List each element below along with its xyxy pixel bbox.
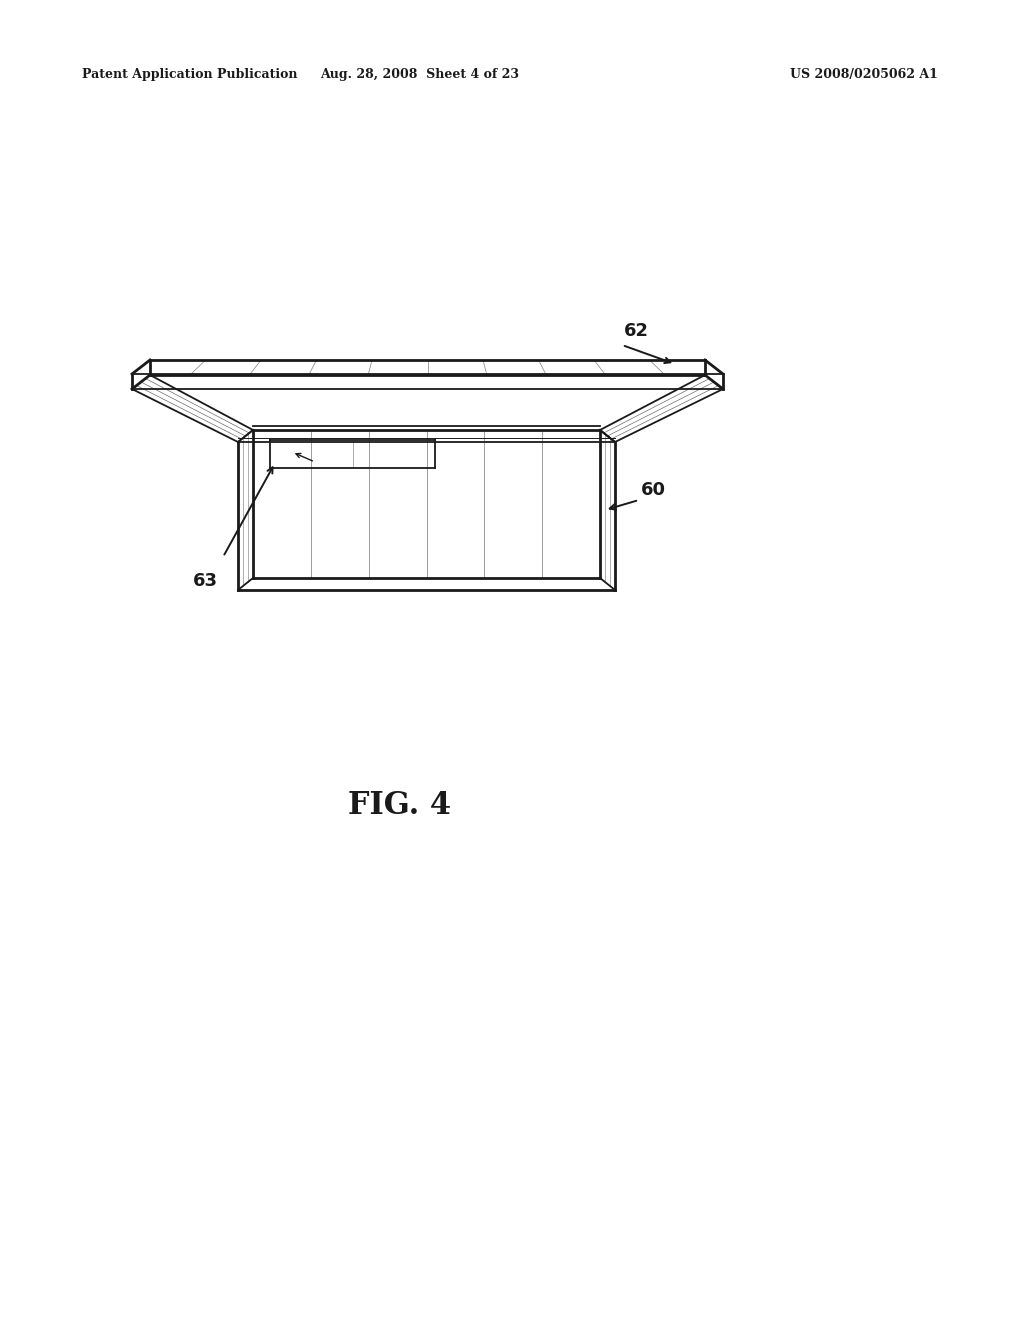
Text: Aug. 28, 2008  Sheet 4 of 23: Aug. 28, 2008 Sheet 4 of 23 <box>321 69 519 81</box>
Text: 62: 62 <box>624 322 649 341</box>
Text: US 2008/0205062 A1: US 2008/0205062 A1 <box>791 69 938 81</box>
Text: 63: 63 <box>193 572 218 590</box>
Text: 60: 60 <box>641 480 666 499</box>
Text: Patent Application Publication: Patent Application Publication <box>82 69 298 81</box>
Text: FIG. 4: FIG. 4 <box>348 789 452 821</box>
